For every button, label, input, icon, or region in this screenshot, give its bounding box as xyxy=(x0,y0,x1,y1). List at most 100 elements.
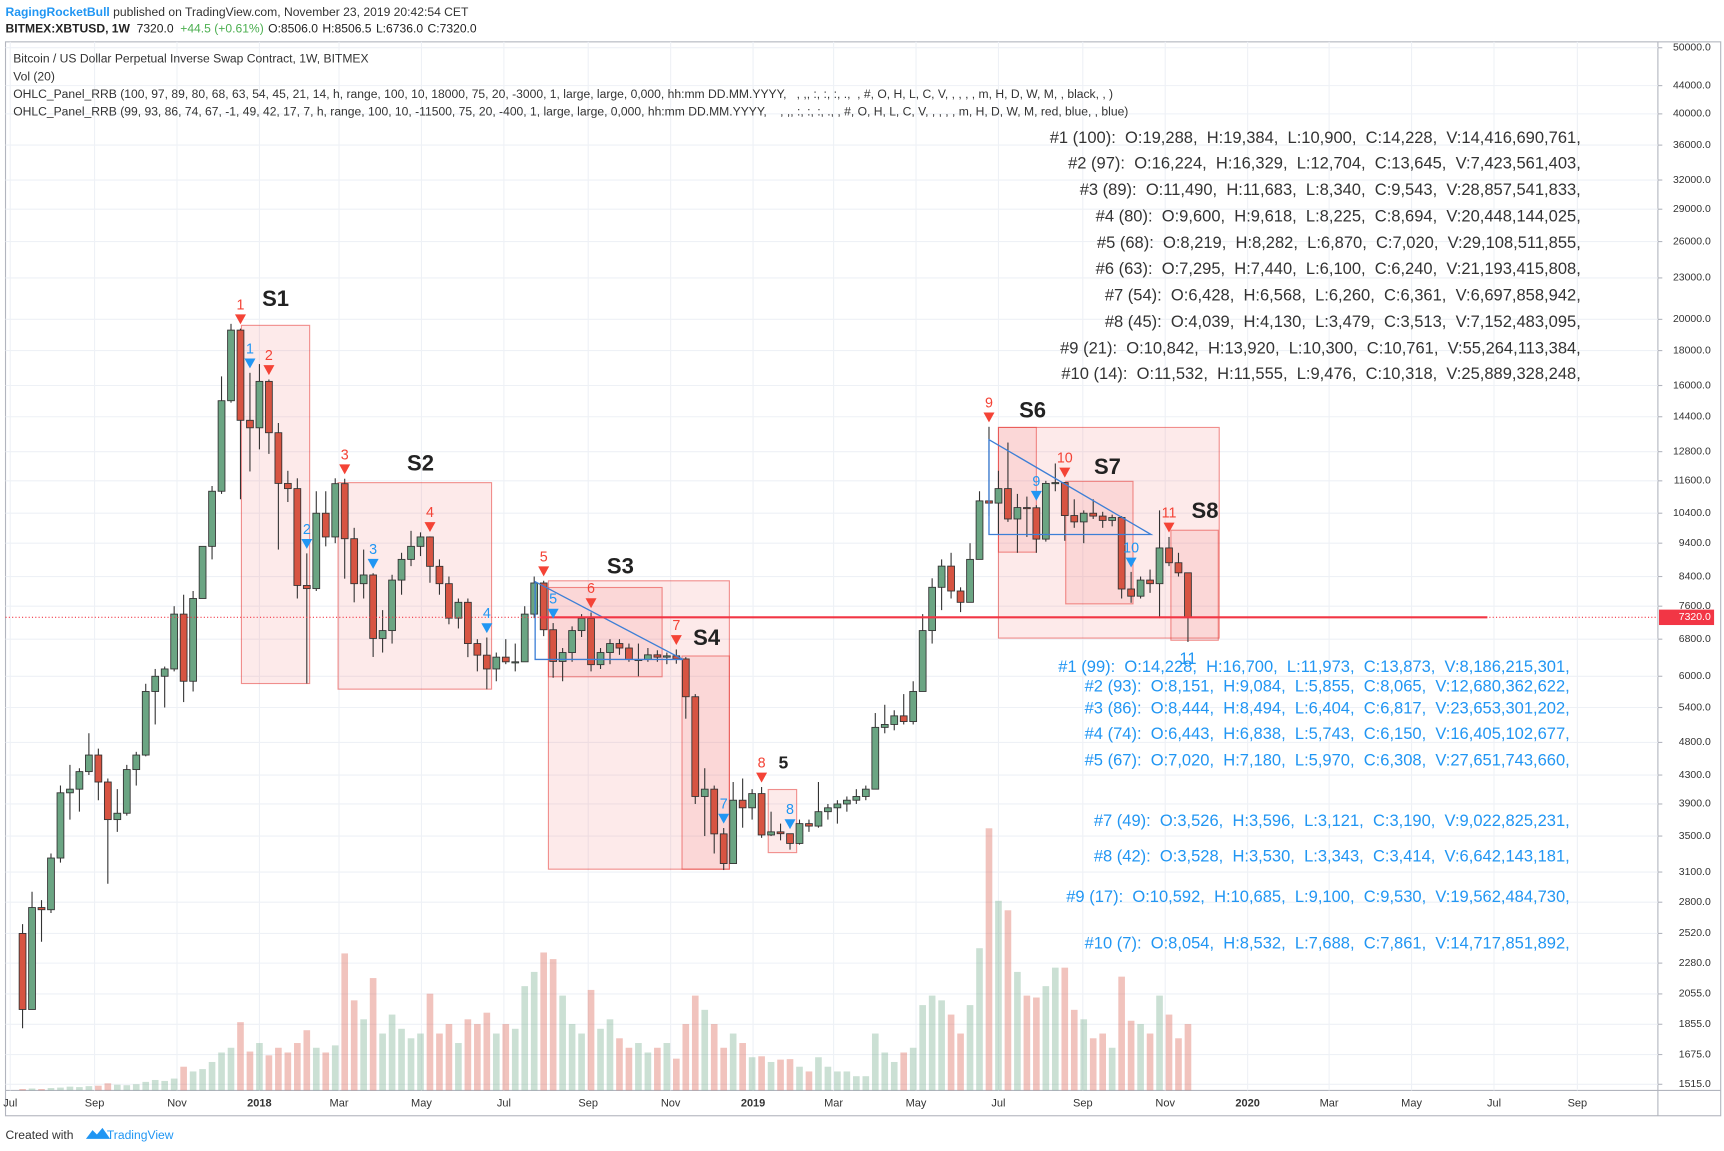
x-tick-label: May xyxy=(411,1098,432,1110)
volume-bar xyxy=(729,1033,737,1091)
candle-body xyxy=(587,617,595,666)
y-tick-label: 23000.0 xyxy=(1673,273,1711,284)
volume-bar xyxy=(606,1019,614,1091)
volume-bar xyxy=(748,1057,756,1091)
panel-row: #8 (45): O:4,039, H:4,130, L:3,479, C:3,… xyxy=(1105,312,1581,331)
range-box xyxy=(547,586,663,678)
candle-body xyxy=(265,380,273,434)
volume-bar xyxy=(587,989,595,1091)
candle-body xyxy=(824,807,832,813)
candle-body xyxy=(843,799,851,805)
volume-bar xyxy=(284,1052,292,1091)
volume-bar xyxy=(739,1043,746,1091)
volume-bar xyxy=(1080,1019,1088,1091)
volume-bar xyxy=(1033,997,1040,1091)
annotation: S8 xyxy=(1192,498,1219,523)
candle-body xyxy=(1155,547,1164,585)
y-tick-label: 2055.0 xyxy=(1679,989,1711,1000)
volume-bar xyxy=(407,1038,415,1091)
candle-body xyxy=(681,658,690,698)
marker-triangle xyxy=(263,365,275,376)
volume-bar xyxy=(170,1078,178,1091)
volume-bar xyxy=(246,1051,254,1091)
volume-bar xyxy=(388,1014,396,1091)
marker-triangle xyxy=(1059,467,1071,478)
panel-row: #1 (100): O:19,288, H:19,384, L:10,900, … xyxy=(1050,128,1581,147)
candle-body xyxy=(625,647,633,660)
volume-bar xyxy=(66,1086,74,1091)
marker-label: 7 xyxy=(672,618,680,634)
volume-bar xyxy=(710,1024,718,1091)
candle-body xyxy=(757,793,766,836)
x-tick-label: Jul xyxy=(991,1098,1005,1110)
volume-bar xyxy=(303,1030,311,1091)
y-tick-label: 5400.0 xyxy=(1679,702,1711,713)
volume-bar xyxy=(540,952,547,1091)
marker-label: 11 xyxy=(1162,506,1177,522)
candle-body xyxy=(662,655,671,658)
chart-frame xyxy=(4,41,1722,1117)
volume-bar xyxy=(398,1028,405,1091)
marker-label: 3 xyxy=(369,542,377,558)
candle-body xyxy=(397,558,406,581)
candle-body xyxy=(208,490,216,547)
y-tick-label: 50000.0 xyxy=(1673,42,1711,53)
grid xyxy=(5,41,1658,1091)
marker-label: 11 xyxy=(1179,649,1196,668)
candle-body xyxy=(340,483,349,540)
marker-label: 4 xyxy=(426,505,434,521)
volume-bar xyxy=(597,1028,604,1091)
indicator-legend: Vol (20) xyxy=(13,69,55,83)
volume-bar xyxy=(464,1019,472,1091)
candle-body xyxy=(18,933,27,1010)
low: L:6736.0 xyxy=(376,22,423,36)
candle-body xyxy=(454,601,463,619)
volume-bar xyxy=(322,1052,330,1091)
panel-row: #2 (93): O:8,151, H:9,084, L:5,855, C:8,… xyxy=(1085,677,1570,696)
volume-bar xyxy=(426,993,434,1091)
trend-triangle xyxy=(988,438,1154,536)
x-tick-label: Nov xyxy=(167,1098,187,1110)
volume-bar xyxy=(578,1033,585,1091)
author[interactable]: RagingRocketBull xyxy=(6,5,110,19)
volume-bar xyxy=(1165,1014,1173,1091)
volume-bar xyxy=(1127,1020,1135,1091)
candle-body xyxy=(1127,588,1135,597)
volume-bar xyxy=(237,1022,244,1091)
candle-body xyxy=(255,380,264,429)
volume-bar xyxy=(1137,1024,1144,1091)
volume-bar xyxy=(691,995,699,1091)
y-tick-label: 26000.0 xyxy=(1673,236,1711,247)
volume-bar xyxy=(474,1024,481,1091)
volume-bar xyxy=(995,900,1002,1091)
x-tick-label: Mar xyxy=(824,1098,843,1110)
panel-row: #5 (68): O:8,219, H:8,282, L:6,870, C:7,… xyxy=(1097,233,1581,252)
y-tick-label: 36000.0 xyxy=(1673,140,1711,151)
trend-triangle xyxy=(534,580,684,661)
volume-bar xyxy=(843,1071,851,1091)
panel-row: #3 (89): O:11,490, H:11,683, L:8,340, C:… xyxy=(1080,180,1581,199)
candle-body xyxy=(890,715,899,725)
volume-bar xyxy=(824,1066,832,1091)
candle-body xyxy=(501,656,510,663)
y-tick-label: 3100.0 xyxy=(1679,867,1711,878)
footer-brand[interactable]: TradingView xyxy=(107,1128,174,1142)
candle-body xyxy=(103,781,112,821)
marker-label: 9 xyxy=(1032,474,1040,490)
axis-layer: Jul Sep Nov 2018 Mar May Jul Sep Nov 2019 Mar May Ju… xyxy=(3,42,1715,1110)
candle-body xyxy=(549,629,557,662)
volume-bar xyxy=(57,1087,64,1091)
candle-body xyxy=(321,512,330,538)
footer-text: Created with xyxy=(6,1128,74,1142)
volume-bar xyxy=(805,1071,813,1091)
candle-body xyxy=(511,661,520,664)
volume-bar xyxy=(151,1079,159,1091)
marker-label: 5 xyxy=(549,592,557,608)
volume-bar xyxy=(796,1066,803,1091)
candle-body xyxy=(795,823,804,844)
volume-bar xyxy=(1070,1009,1078,1091)
volume-bar xyxy=(559,995,566,1091)
candle-body xyxy=(113,812,122,821)
volume-bar xyxy=(218,1052,225,1091)
marker-label: 7 xyxy=(720,797,728,813)
